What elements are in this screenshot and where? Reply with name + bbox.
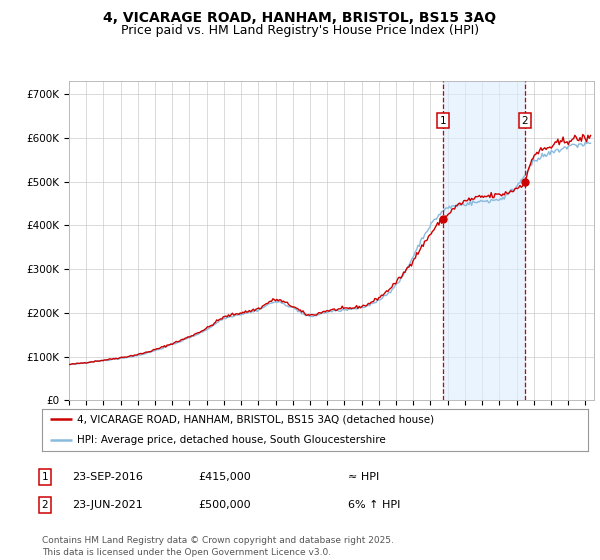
Text: Price paid vs. HM Land Registry's House Price Index (HPI): Price paid vs. HM Land Registry's House … bbox=[121, 24, 479, 36]
Text: 2: 2 bbox=[41, 500, 49, 510]
Text: 1: 1 bbox=[440, 115, 446, 125]
Text: 4, VICARAGE ROAD, HANHAM, BRISTOL, BS15 3AQ: 4, VICARAGE ROAD, HANHAM, BRISTOL, BS15 … bbox=[103, 11, 497, 25]
Text: 2: 2 bbox=[521, 115, 528, 125]
Text: 1: 1 bbox=[41, 472, 49, 482]
Text: HPI: Average price, detached house, South Gloucestershire: HPI: Average price, detached house, Sout… bbox=[77, 435, 386, 445]
Text: £415,000: £415,000 bbox=[198, 472, 251, 482]
Text: 6% ↑ HPI: 6% ↑ HPI bbox=[348, 500, 400, 510]
Text: 23-SEP-2016: 23-SEP-2016 bbox=[72, 472, 143, 482]
Text: Contains HM Land Registry data © Crown copyright and database right 2025.
This d: Contains HM Land Registry data © Crown c… bbox=[42, 536, 394, 557]
Text: £500,000: £500,000 bbox=[198, 500, 251, 510]
Text: ≈ HPI: ≈ HPI bbox=[348, 472, 379, 482]
Text: 4, VICARAGE ROAD, HANHAM, BRISTOL, BS15 3AQ (detached house): 4, VICARAGE ROAD, HANHAM, BRISTOL, BS15 … bbox=[77, 414, 434, 424]
Text: 23-JUN-2021: 23-JUN-2021 bbox=[72, 500, 143, 510]
Bar bbox=[443, 81, 524, 400]
